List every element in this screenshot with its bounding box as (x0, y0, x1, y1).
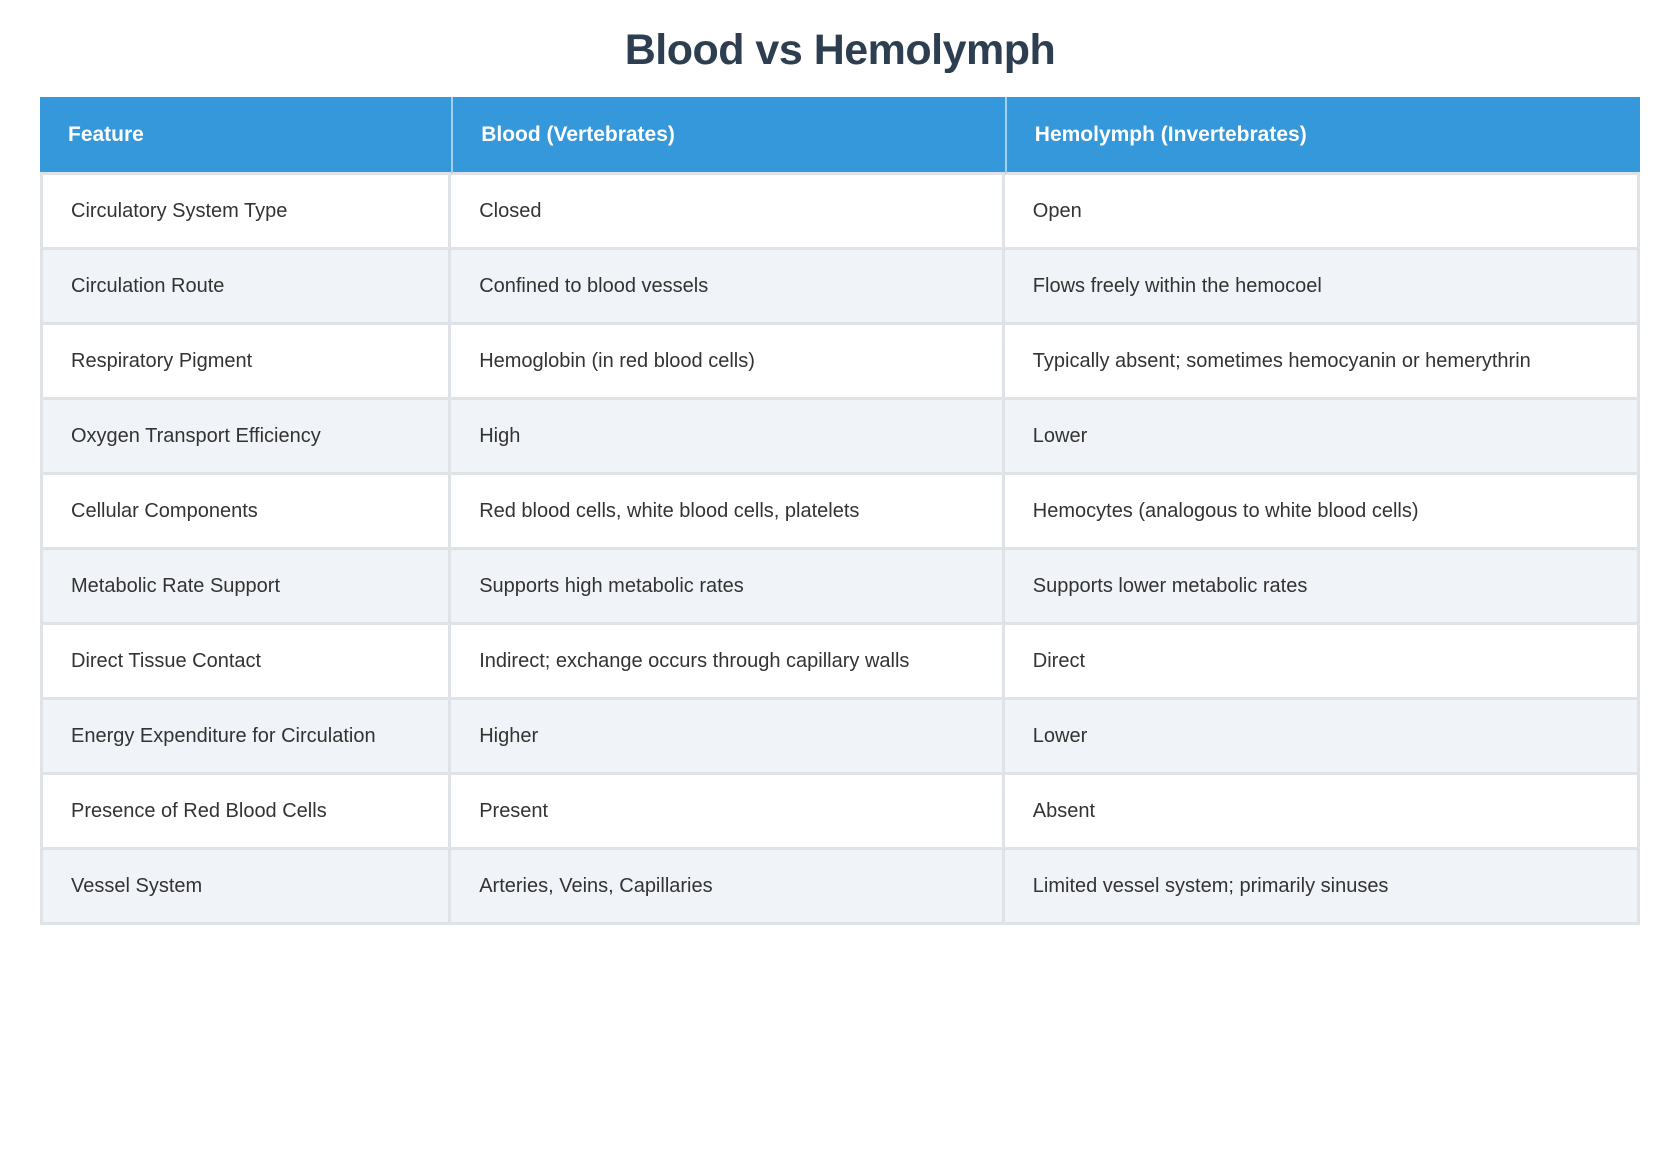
column-header-feature: Feature (40, 97, 452, 175)
feature-cell: Circulatory System Type (40, 175, 452, 250)
comparison-table: Feature Blood (Vertebrates) Hemolymph (I… (40, 97, 1640, 925)
feature-cell: Direct Tissue Contact (40, 625, 452, 700)
feature-cell: Vessel System (40, 850, 452, 925)
column-header-blood: Blood (Vertebrates) (451, 97, 1005, 175)
hemolymph-cell: Typically absent; sometimes hemocyanin o… (1004, 325, 1640, 400)
feature-cell: Energy Expenditure for Circulation (40, 700, 452, 775)
table-row: Circulation Route Confined to blood vess… (40, 250, 1640, 325)
hemolymph-cell: Absent (1004, 775, 1640, 850)
blood-cell: Confined to blood vessels (451, 250, 1005, 325)
table-row: Oxygen Transport Efficiency High Lower (40, 400, 1640, 475)
table-header-row: Feature Blood (Vertebrates) Hemolymph (I… (40, 97, 1640, 175)
blood-cell: Closed (451, 175, 1005, 250)
blood-cell: Higher (451, 700, 1005, 775)
hemolymph-cell: Hemocytes (analogous to white blood cell… (1004, 475, 1640, 550)
column-header-hemolymph: Hemolymph (Invertebrates) (1004, 97, 1640, 175)
hemolymph-cell: Direct (1004, 625, 1640, 700)
hemolymph-cell: Supports lower metabolic rates (1004, 550, 1640, 625)
table-row: Energy Expenditure for Circulation Highe… (40, 700, 1640, 775)
hemolymph-cell: Open (1004, 175, 1640, 250)
table-row: Presence of Red Blood Cells Present Abse… (40, 775, 1640, 850)
feature-cell: Cellular Components (40, 475, 452, 550)
blood-cell: Arteries, Veins, Capillaries (451, 850, 1005, 925)
blood-cell: Hemoglobin (in red blood cells) (451, 325, 1005, 400)
hemolymph-cell: Flows freely within the hemocoel (1004, 250, 1640, 325)
blood-cell: Indirect; exchange occurs through capill… (451, 625, 1005, 700)
table-row: Circulatory System Type Closed Open (40, 175, 1640, 250)
page: Blood vs Hemolymph Feature Blood (Verteb… (0, 26, 1680, 925)
blood-cell: Supports high metabolic rates (451, 550, 1005, 625)
table-row: Respiratory Pigment Hemoglobin (in red b… (40, 325, 1640, 400)
blood-cell: Red blood cells, white blood cells, plat… (451, 475, 1005, 550)
hemolymph-cell: Lower (1004, 400, 1640, 475)
feature-cell: Metabolic Rate Support (40, 550, 452, 625)
table-row: Metabolic Rate Support Supports high met… (40, 550, 1640, 625)
hemolymph-cell: Limited vessel system; primarily sinuses (1004, 850, 1640, 925)
feature-cell: Circulation Route (40, 250, 452, 325)
table-row: Direct Tissue Contact Indirect; exchange… (40, 625, 1640, 700)
hemolymph-cell: Lower (1004, 700, 1640, 775)
feature-cell: Presence of Red Blood Cells (40, 775, 452, 850)
blood-cell: High (451, 400, 1005, 475)
feature-cell: Oxygen Transport Efficiency (40, 400, 452, 475)
table-row: Vessel System Arteries, Veins, Capillari… (40, 850, 1640, 925)
table-row: Cellular Components Red blood cells, whi… (40, 475, 1640, 550)
blood-cell: Present (451, 775, 1005, 850)
page-title: Blood vs Hemolymph (624, 26, 1056, 74)
feature-cell: Respiratory Pigment (40, 325, 452, 400)
